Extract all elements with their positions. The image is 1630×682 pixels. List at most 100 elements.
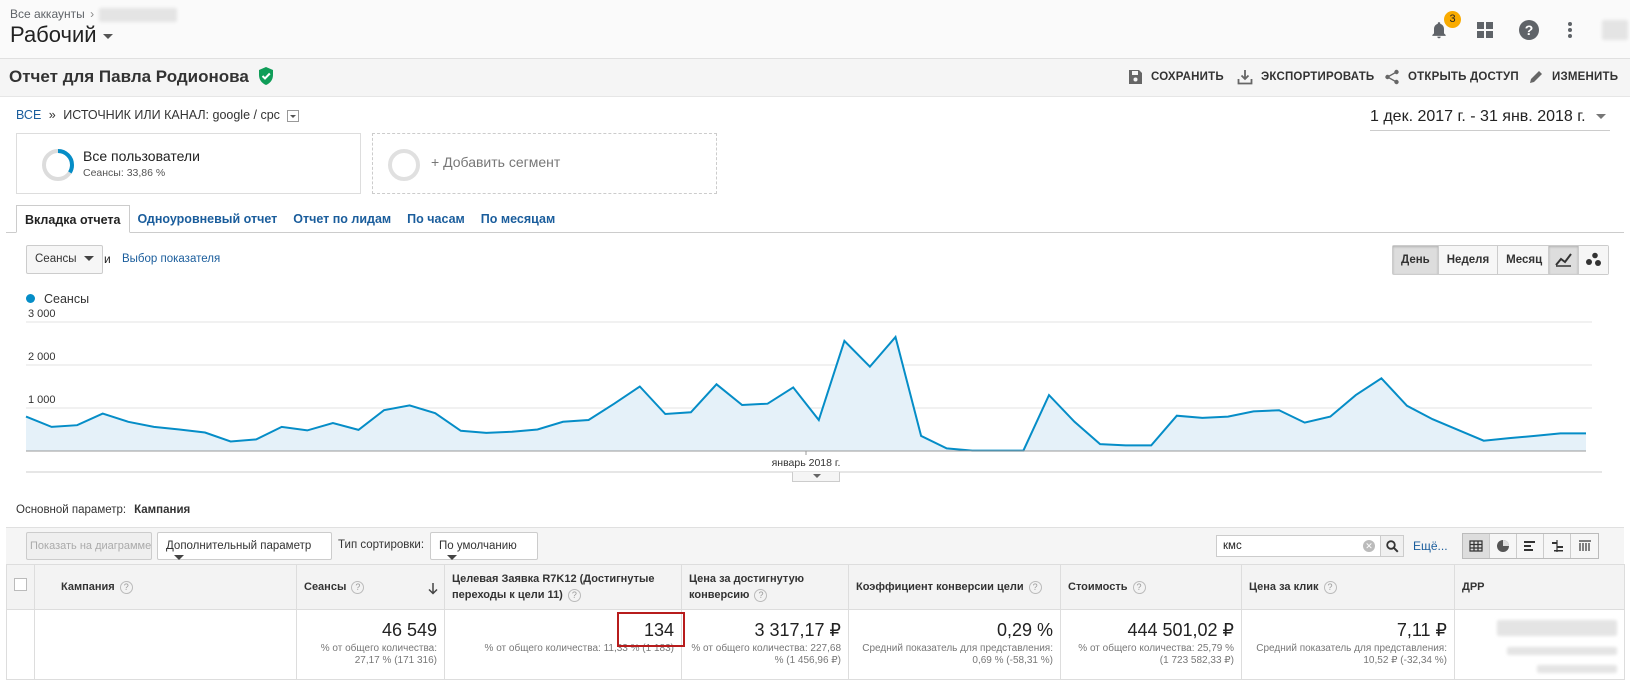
col-cpc-label: Цена за клик bbox=[1249, 581, 1319, 593]
col-sessions[interactable]: Сеансы? bbox=[296, 564, 445, 610]
more-options-link[interactable]: Ещё... bbox=[1413, 539, 1448, 553]
date-range-picker[interactable]: 1 дек. 2017 г. - 31 янв. 2018 г. bbox=[1370, 108, 1610, 131]
table-view-performance-button[interactable] bbox=[1517, 534, 1544, 558]
blurred-drr-sub2 bbox=[1537, 665, 1617, 673]
tab-report[interactable]: Вкладка отчета bbox=[16, 205, 130, 233]
primary-dimension-value[interactable]: Кампания bbox=[134, 504, 191, 516]
chart-collapse-handle[interactable] bbox=[792, 472, 840, 482]
totals-sessions-cell: 46 549 % от общего количества: 27,17 % (1… bbox=[296, 609, 445, 680]
segment-all-users[interactable]: Все пользователи Сеансы: 33,86 % bbox=[16, 133, 361, 194]
help-icon[interactable]: ? bbox=[754, 588, 768, 602]
chevron-down-icon bbox=[447, 555, 457, 561]
help-icon[interactable]: ? bbox=[1515, 16, 1543, 44]
sort-type-label: Тип сортировки: bbox=[338, 539, 425, 551]
totals-cr-sub: Средний показатель для представления: 0,… bbox=[862, 643, 1053, 666]
metric-select-value: Сеансы bbox=[35, 253, 77, 265]
granularity-week[interactable]: Неделя bbox=[1438, 246, 1499, 274]
account-breadcrumb[interactable]: Все аккаунты › bbox=[10, 7, 178, 22]
share-icon bbox=[1385, 69, 1399, 85]
report-toolbar: Отчет для Павла Родионова СОХРАНИТЬ ЭКСП… bbox=[0, 59, 1630, 97]
line-chart-button[interactable] bbox=[1549, 246, 1579, 274]
primary-dimension-label: Основной параметр: bbox=[16, 504, 127, 516]
edit-button[interactable]: ИЗМЕНИТЬ bbox=[1528, 69, 1618, 85]
all-accounts-link[interactable]: Все аккаунты bbox=[10, 7, 85, 21]
search-button[interactable] bbox=[1380, 535, 1404, 557]
y-tick-label: 1 000 bbox=[28, 394, 56, 406]
metric-select[interactable]: Сеансы bbox=[26, 245, 104, 274]
table-search-input[interactable]: кмс ✕ bbox=[1216, 535, 1382, 557]
select-all-checkbox[interactable] bbox=[14, 578, 27, 591]
y-tick-label: 3 000 bbox=[28, 308, 56, 320]
apps-grid-icon[interactable] bbox=[1471, 16, 1499, 44]
pie-chart-icon bbox=[1497, 540, 1509, 552]
line-chart-icon bbox=[1555, 253, 1572, 267]
clear-icon[interactable]: ✕ bbox=[1363, 540, 1375, 552]
col-cpc[interactable]: Цена за клик? bbox=[1241, 564, 1455, 610]
col-cost-label: Стоимость bbox=[1068, 581, 1128, 593]
chart-legend: Сеансы bbox=[26, 292, 89, 306]
sort-type-select[interactable]: По умолчанию bbox=[430, 532, 538, 561]
table-view-comparison-button[interactable] bbox=[1544, 534, 1571, 558]
motion-chart-button[interactable] bbox=[1579, 246, 1608, 274]
help-icon[interactable]: ? bbox=[1323, 580, 1337, 594]
col-conversion-rate[interactable]: Коэффициент конверсии цели? bbox=[848, 564, 1061, 610]
top-bar: Все аккаунты › Рабочий 3 ? bbox=[0, 0, 1630, 59]
choose-metric-link[interactable]: Выбор показателя bbox=[122, 253, 221, 265]
bell-icon[interactable] bbox=[1425, 16, 1453, 44]
col-cr-label: Коэффициент конверсии цели bbox=[856, 581, 1024, 593]
totals-goal-cell: 134 % от общего количества: 11,33 % (1 18… bbox=[444, 609, 682, 680]
show-on-chart-button[interactable]: Показать на диаграмме bbox=[26, 532, 152, 560]
granularity-month[interactable]: Месяц bbox=[1498, 246, 1551, 274]
sort-type-value: По умолчанию bbox=[439, 540, 517, 552]
view-selector[interactable]: Рабочий bbox=[10, 22, 113, 48]
totals-cpa-cell: 3 317,17 ₽ % от общего количества: 227,68… bbox=[681, 609, 849, 680]
col-cost[interactable]: Стоимость? bbox=[1060, 564, 1242, 610]
help-icon[interactable]: ? bbox=[567, 588, 581, 602]
tab-leads-report[interactable]: Отчет по лидам bbox=[293, 212, 392, 226]
tab-by-hour[interactable]: По часам bbox=[407, 212, 465, 226]
table-view-pie-button[interactable] bbox=[1490, 534, 1517, 558]
col-cost-per-conversion[interactable]: Цена за достигнутую конверсию? bbox=[681, 564, 849, 610]
share-label: ОТКРЫТЬ ДОСТУП bbox=[1408, 71, 1519, 83]
sort-arrow-down-icon bbox=[428, 583, 438, 595]
breadcrumb-all-link[interactable]: ВСЕ bbox=[16, 108, 42, 122]
totals-sessions-sub: % от общего количества: 27,17 % (171 316… bbox=[320, 643, 437, 666]
secondary-dimension-select[interactable]: Дополнительный параметр bbox=[157, 532, 332, 561]
tab-by-month[interactable]: По месяцам bbox=[480, 212, 556, 226]
export-button[interactable]: ЭКСПОРТИРОВАТЬ bbox=[1237, 69, 1374, 85]
empty-ring-icon bbox=[388, 149, 420, 181]
totals-checkbox-cell bbox=[6, 609, 35, 680]
save-button[interactable]: СОХРАНИТЬ bbox=[1127, 69, 1224, 85]
legend-dot bbox=[26, 294, 35, 303]
share-button[interactable]: ОТКРЫТЬ ДОСТУП bbox=[1384, 69, 1519, 85]
table-view-toggle bbox=[1462, 533, 1599, 559]
totals-goal: 134 bbox=[643, 620, 674, 640]
table-view-pivot-button[interactable] bbox=[1571, 534, 1598, 558]
help-icon[interactable]: ? bbox=[351, 580, 365, 594]
account-avatar[interactable] bbox=[1602, 20, 1628, 40]
download-icon bbox=[1237, 70, 1253, 85]
col-goal-completions[interactable]: Целевая Заявка R7K12 (Достигнутые перехо… bbox=[444, 564, 682, 610]
help-icon[interactable]: ? bbox=[119, 580, 133, 594]
col-cpa-label: Цена за достигнутую конверсию bbox=[689, 573, 805, 601]
select-all-checkbox-cell bbox=[6, 564, 35, 610]
col-campaign[interactable]: Кампания? bbox=[34, 564, 297, 610]
blurred-drr-sub bbox=[1507, 647, 1617, 655]
help-icon[interactable]: ? bbox=[1132, 580, 1146, 594]
report-tabs: Вкладка отчета Одноуровневый отчет Отчет… bbox=[16, 205, 563, 233]
search-value: кмс bbox=[1223, 540, 1242, 552]
col-drr[interactable]: ДРР bbox=[1454, 564, 1625, 610]
granularity-day[interactable]: День bbox=[1393, 246, 1439, 274]
add-segment-button[interactable]: + Добавить сегмент bbox=[372, 133, 717, 194]
tab-flat-report[interactable]: Одноуровневый отчет bbox=[137, 212, 278, 226]
chevron-down-icon bbox=[174, 555, 184, 561]
totals-row: 46 549 % от общего количества: 27,17 % (1… bbox=[6, 609, 1625, 680]
primary-dimension: Основной параметр: Кампания bbox=[16, 504, 190, 516]
breadcrumb-dropdown[interactable] bbox=[287, 109, 300, 122]
help-icon[interactable]: ? bbox=[1028, 580, 1042, 594]
chevron-down-icon bbox=[102, 33, 113, 39]
more-vert-icon[interactable] bbox=[1556, 16, 1584, 44]
breadcrumb-current: ИСТОЧНИК ИЛИ КАНАЛ: google / cpc bbox=[63, 108, 280, 122]
table-view-data-button[interactable] bbox=[1463, 534, 1490, 558]
col-sessions-label: Сеансы bbox=[304, 581, 347, 593]
